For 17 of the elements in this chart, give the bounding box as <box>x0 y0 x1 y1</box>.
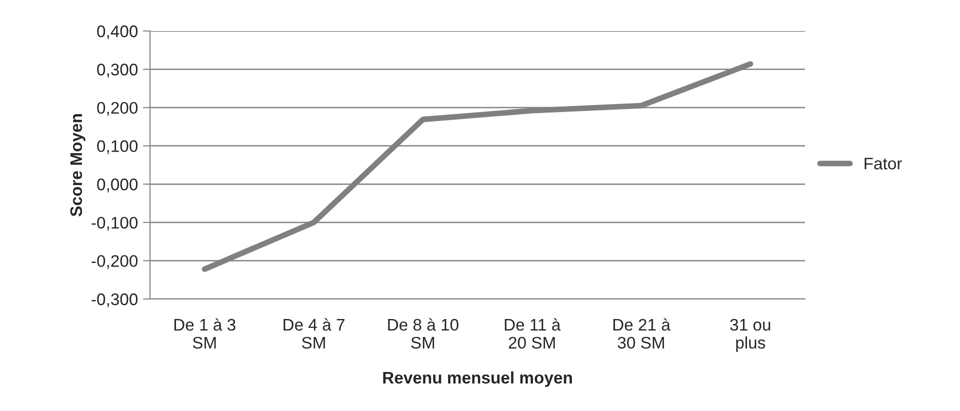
x-tick-label: De 8 à 10 SM <box>388 318 458 349</box>
y-tick-label: -0,300 <box>92 293 138 308</box>
legend-label: Fator <box>864 158 902 170</box>
y-tick-label: 0,000 <box>97 178 138 192</box>
y-tick-label: 0,200 <box>97 102 138 116</box>
y-axis-title: Score Moyen <box>70 114 86 216</box>
x-tick-label: De 4 à 7 SM <box>284 318 344 349</box>
y-tick-label: 0,300 <box>97 64 138 78</box>
x-tick-label: De 1 à 3 SM <box>174 318 236 349</box>
x-tick-label: De 11 à 20 SM <box>504 318 561 349</box>
x-tick-label: 31 ou plus <box>730 318 770 352</box>
y-tick-label: -0,100 <box>92 216 138 231</box>
x-axis-title: Revenu mensuel moyen <box>383 371 572 387</box>
y-tick-label: 0,100 <box>97 140 138 154</box>
x-tick-label: De 21 à 30 SM <box>613 318 670 349</box>
y-tick-label: -0,200 <box>92 255 138 269</box>
y-tick-label: 0,400 <box>97 25 138 40</box>
